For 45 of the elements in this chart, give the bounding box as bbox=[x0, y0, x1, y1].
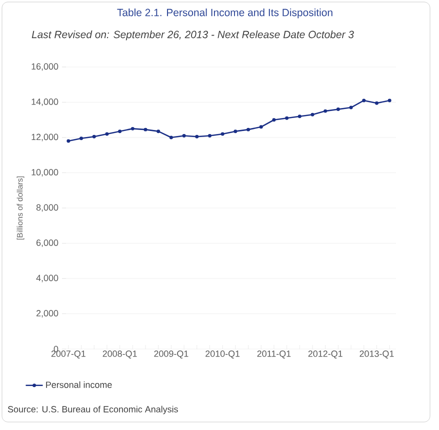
x-tick-label: 2010-Q1 bbox=[206, 350, 240, 358]
point bbox=[105, 132, 109, 136]
point bbox=[130, 126, 134, 130]
x-tick-label: 2012-Q1 bbox=[308, 350, 342, 358]
point bbox=[298, 114, 302, 118]
point bbox=[336, 108, 340, 112]
point bbox=[182, 134, 186, 138]
point bbox=[92, 134, 96, 138]
point bbox=[246, 128, 250, 132]
y-tick-label: 4,000 bbox=[36, 274, 58, 282]
point bbox=[220, 132, 224, 136]
point bbox=[310, 112, 314, 116]
x-tick-label: 2007-Q1 bbox=[51, 350, 86, 358]
point bbox=[80, 136, 84, 140]
point bbox=[362, 98, 366, 102]
y-tick-label: 12,000 bbox=[32, 134, 58, 142]
source-note: Source: U.S. Bureau of Economic Analysis bbox=[8, 406, 178, 414]
x-tick-label: 2009-Q1 bbox=[154, 350, 188, 358]
x-tick-label: 2011-Q1 bbox=[257, 350, 291, 358]
point bbox=[272, 118, 276, 122]
point bbox=[144, 128, 148, 132]
point bbox=[156, 130, 160, 134]
chart-subtitle: Last Revised on: September 26, 2013 - Next Release Date October 3 bbox=[32, 30, 354, 40]
point bbox=[285, 116, 289, 120]
y-tick-label: 6,000 bbox=[36, 240, 58, 247]
chart-title: Table 2.1. Personal Income and Its Disposition bbox=[117, 8, 332, 18]
point bbox=[118, 130, 122, 134]
point bbox=[349, 106, 353, 110]
x-tick-label: 2008-Q1 bbox=[102, 350, 137, 358]
point bbox=[374, 101, 378, 105]
point bbox=[324, 109, 328, 113]
y-tick-label: 16,000 bbox=[32, 63, 58, 71]
y-tick-label: 8,000 bbox=[36, 204, 58, 212]
point bbox=[195, 134, 199, 138]
y-tick-label: 14,000 bbox=[32, 98, 58, 106]
point bbox=[208, 134, 212, 138]
legend-label: Personal income bbox=[46, 381, 112, 388]
point bbox=[66, 139, 70, 143]
point bbox=[169, 136, 173, 140]
y-tick-label: 10,000 bbox=[32, 169, 58, 176]
y-tick-label: 2,000 bbox=[36, 310, 58, 318]
x-tick-label: 2013-Q1 bbox=[360, 350, 394, 358]
point bbox=[234, 130, 238, 134]
point bbox=[388, 98, 392, 102]
point bbox=[259, 125, 263, 129]
